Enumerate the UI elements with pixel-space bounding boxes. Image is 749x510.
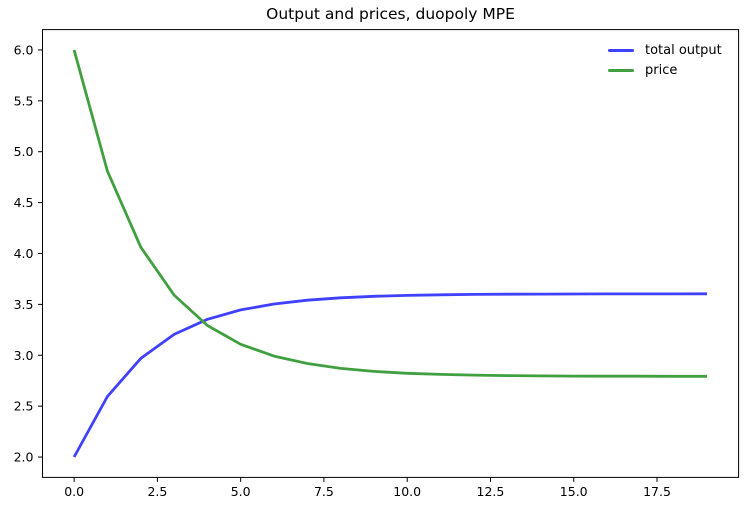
legend-item-total-output: total output [608,41,722,61]
legend-label-total-output: total output [645,43,722,59]
x-tick-label: 5.0 [231,484,251,499]
legend-swatch-total-output [608,49,634,53]
y-tick-label: 2.5 [14,399,34,414]
x-tick-label: 12.5 [477,484,505,499]
x-tick-label: 10.0 [393,484,421,499]
series-line-total-output [72,292,708,458]
series-line-price [72,49,707,378]
x-tick-label: 17.5 [643,484,671,499]
y-tick-label: 3.0 [14,348,34,363]
legend-swatch-price [608,68,634,72]
y-tick-label: 4.5 [14,195,34,210]
x-tick-label: 2.5 [147,484,167,499]
legend: total output price [608,41,722,80]
x-tick-label: 7.5 [314,484,334,499]
y-tick-label: 3.5 [14,297,34,312]
x-tick-label: 0.0 [64,484,84,499]
y-tick-label: 6.0 [14,42,34,57]
y-tick-label: 2.0 [14,450,34,465]
y-tick-label: 5.5 [14,93,34,108]
y-tick-label: 4.0 [14,246,34,261]
axes-frame [42,29,740,478]
legend-item-price: price [608,61,722,81]
x-tick-label: 15.0 [560,484,588,499]
y-tick-label: 5.0 [14,144,34,159]
chart-title: Output and prices, duopoly MPE [266,5,515,23]
legend-label-price: price [645,62,678,78]
